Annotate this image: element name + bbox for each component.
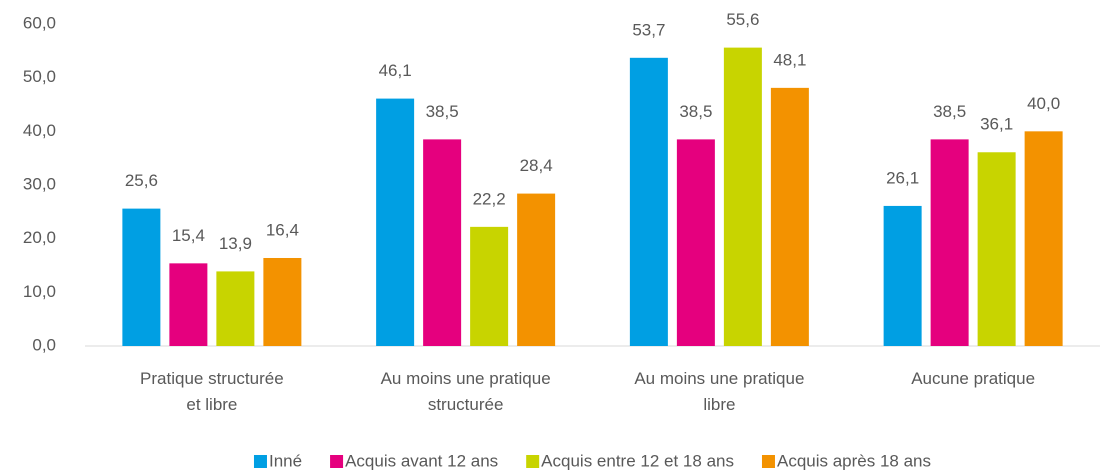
bar <box>263 257 302 346</box>
y-tick-label: 60,0 <box>23 13 56 32</box>
x-tick-label: Au moins une pratique structurée <box>381 369 551 414</box>
value-label: 36,1 <box>980 115 1013 134</box>
legend: Inné Acquis avant 12 ans Acquis entre 12 e… <box>253 451 931 470</box>
bar <box>723 47 762 346</box>
y-tick-label: 40,0 <box>23 121 56 140</box>
value-label: 28,4 <box>520 156 553 175</box>
legend-label: Acquis entre 12 et 18 ans <box>541 451 734 470</box>
bar <box>1024 131 1063 346</box>
y-tick-label: 10,0 <box>23 282 56 301</box>
y-tick-label: 30,0 <box>23 174 56 193</box>
value-label: 46,1 <box>379 61 412 80</box>
bar <box>676 139 715 346</box>
y-tick-label: 0,0 <box>32 335 56 354</box>
bar <box>376 98 415 346</box>
x-tick-label: Aucune pratique <box>911 369 1035 388</box>
bar <box>517 193 556 346</box>
bar <box>770 87 809 346</box>
legend-label: Acquis avant 12 ans <box>345 451 498 470</box>
value-label: 25,6 <box>125 171 158 190</box>
bar <box>629 57 668 347</box>
value-label: 26,1 <box>886 168 919 187</box>
legend-label: Inné <box>269 451 302 470</box>
bar <box>423 139 462 346</box>
bar <box>470 226 509 346</box>
bar <box>977 152 1016 346</box>
bar <box>883 205 922 346</box>
x-tick-label: Au moins une pratique libre <box>634 369 804 414</box>
value-label: 40,0 <box>1027 94 1060 113</box>
bar <box>169 263 208 346</box>
value-label: 55,6 <box>726 10 759 29</box>
y-tick-label: 50,0 <box>23 67 56 86</box>
bar <box>122 208 161 346</box>
value-label: 15,4 <box>172 226 205 245</box>
value-label: 38,5 <box>679 102 712 121</box>
bar <box>930 139 969 346</box>
y-tick-label: 20,0 <box>23 228 56 247</box>
bar <box>216 271 255 346</box>
x-tick-label: Pratique structurée et libre <box>140 369 284 414</box>
legend-swatch <box>330 455 344 468</box>
value-label: 53,7 <box>632 20 665 39</box>
legend-label: Acquis après 18 ans <box>777 451 931 470</box>
value-label: 38,5 <box>426 102 459 121</box>
legend-swatch <box>761 455 775 468</box>
value-label: 16,4 <box>266 220 299 239</box>
value-label: 38,5 <box>933 102 966 121</box>
legend-swatch <box>526 455 540 468</box>
value-label: 22,2 <box>473 189 506 208</box>
value-label: 13,9 <box>219 234 252 253</box>
legend-swatch <box>253 455 267 468</box>
value-label: 48,1 <box>773 50 806 69</box>
